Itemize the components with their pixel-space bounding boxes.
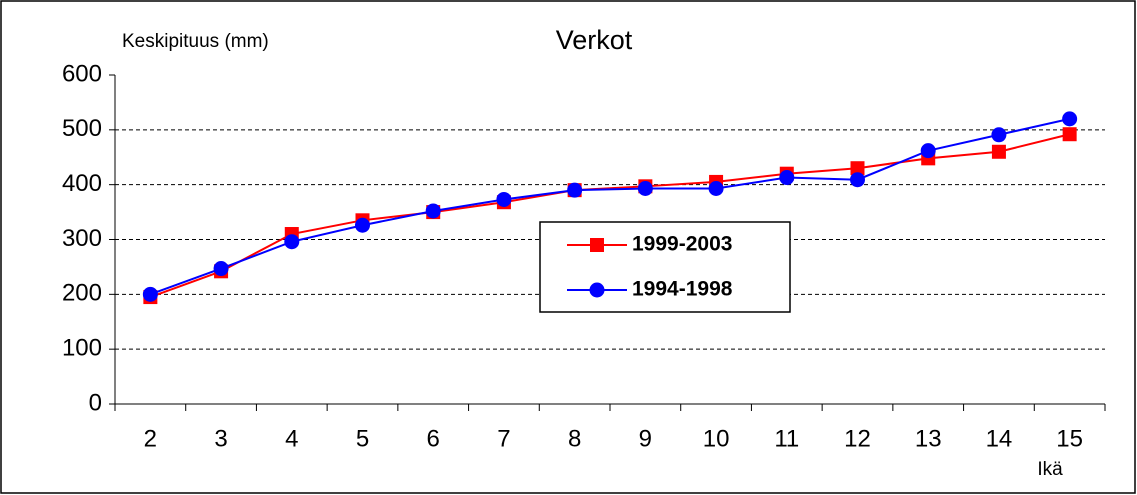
marker	[496, 191, 512, 207]
x-tick-label: 4	[285, 425, 298, 452]
y-tick-label: 500	[62, 115, 102, 142]
y-tick-label: 100	[62, 335, 102, 362]
x-tick-label: 10	[703, 425, 730, 452]
x-tick-label: 5	[356, 425, 369, 452]
x-tick-label: 8	[568, 425, 581, 452]
x-tick-label: 13	[915, 425, 942, 452]
y-tick-label: 300	[62, 225, 102, 252]
marker	[991, 144, 1006, 159]
series-line	[150, 117, 1070, 296]
legend-box	[539, 221, 791, 313]
y-axis-label: Keskipituus (mm)	[122, 31, 269, 52]
x-axis-label: Ikä	[1037, 459, 1063, 480]
marker	[425, 203, 441, 219]
marker	[142, 286, 158, 302]
marker	[284, 234, 300, 250]
marker	[355, 217, 370, 233]
marker	[850, 161, 865, 176]
marker	[1062, 111, 1078, 127]
x-tick-label: 7	[497, 425, 510, 452]
marker	[567, 182, 583, 198]
legend-marker	[589, 282, 605, 298]
marker	[850, 172, 865, 188]
x-tick-label: 12	[844, 425, 871, 452]
marker	[637, 181, 653, 197]
legend-label: 1999-2003	[632, 233, 732, 256]
y-tick-label: 0	[89, 389, 102, 416]
marker	[779, 170, 795, 186]
y-tick-label: 200	[62, 280, 102, 307]
y-tick-label: 400	[62, 170, 102, 197]
x-tick-label: 2	[144, 425, 157, 452]
x-tick-label: 14	[986, 425, 1013, 452]
x-tick-label: 3	[214, 425, 227, 452]
marker	[1062, 127, 1077, 142]
series-line	[150, 133, 1070, 299]
marker	[991, 127, 1007, 143]
x-tick-label: 15	[1056, 425, 1083, 452]
legend-marker	[590, 238, 604, 252]
marker	[920, 143, 936, 159]
marker	[213, 261, 229, 277]
legend-label: 1994-1998	[632, 278, 733, 301]
y-tick-label: 600	[62, 60, 102, 87]
x-tick-label: 11	[774, 425, 799, 452]
chart-title: Verkot	[556, 25, 633, 55]
marker	[708, 181, 724, 197]
x-tick-label: 9	[639, 425, 652, 452]
x-tick-label: 6	[427, 425, 440, 452]
